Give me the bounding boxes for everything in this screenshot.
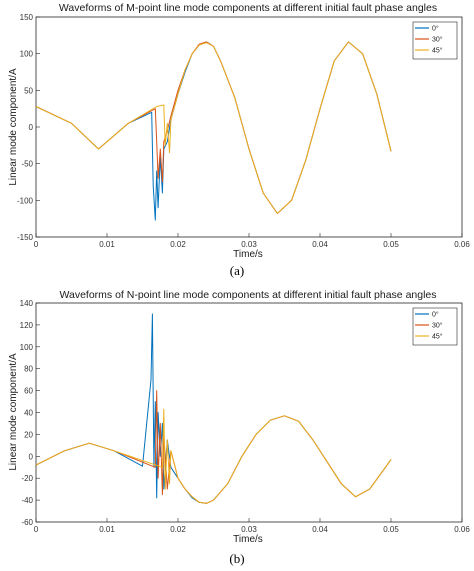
legend-label: 0° [432, 25, 439, 33]
x-axis-ticks: 0 0.01 0.02 0.03 0.04 0.05 0.06 [34, 233, 470, 249]
y-tick-label: -60 [21, 518, 33, 527]
legend-label: 45° [432, 333, 443, 341]
x-tick-label: 0.02 [170, 525, 186, 534]
y-tick-label: 0 [29, 452, 34, 461]
x-tick-label: 0.02 [170, 240, 186, 249]
y-tick-label: -40 [21, 496, 33, 505]
y-tick-label: -150 [17, 233, 34, 242]
x-tick-label: 0.06 [454, 240, 470, 249]
legend-label: 0° [432, 311, 439, 319]
plot-area [35, 16, 463, 238]
legend-entries: 0° 30° 45° [415, 25, 443, 55]
y-tick-label: 140 [20, 299, 34, 308]
chart-panel-a: Waveforms of M-point line mode component… [8, 2, 470, 278]
chart-title: Waveforms of N-point line mode component… [59, 289, 436, 301]
figure-caption: (b) [229, 551, 244, 566]
x-axis-label: Time/s [233, 534, 263, 545]
x-tick-label: 0.04 [312, 240, 328, 249]
plot-area [35, 302, 463, 523]
series-lines [35, 313, 392, 504]
x-tick-label: 0.05 [383, 240, 399, 249]
legend-label: 30° [432, 36, 443, 44]
y-tick-label: 80 [24, 365, 33, 374]
y-tick-label: -100 [17, 196, 34, 205]
y-axis-ticks: 150 100 50 0 -50 -100 -150 [17, 13, 40, 242]
chart-panel-b: Waveforms of N-point line mode component… [8, 289, 470, 566]
x-tick-label: 0.05 [383, 525, 399, 534]
y-axis-label: Linear mode component/A [8, 68, 19, 186]
chart-title: Waveforms of M-point line mode component… [59, 2, 437, 14]
y-tick-label: 150 [20, 13, 34, 22]
legend: 0° 30° 45° [412, 307, 458, 346]
figure-caption: (a) [230, 263, 244, 278]
series-lines [35, 41, 392, 221]
x-tick-label: 0.03 [241, 525, 257, 534]
x-tick-label: 0.04 [312, 525, 328, 534]
y-axis-ticks: 140 120 100 80 60 40 20 0 -20 -40 -60 [20, 299, 40, 527]
y-tick-label: 120 [20, 321, 34, 330]
series-line-2 [35, 41, 392, 214]
y-axis-label: Linear mode component/A [8, 353, 19, 471]
y-tick-label: 40 [24, 409, 33, 418]
x-tick-label: 0.03 [241, 240, 257, 249]
y-tick-label: 20 [24, 430, 33, 439]
x-tick-label: 0 [34, 525, 39, 534]
x-tick-label: 0.06 [454, 525, 470, 534]
x-tick-label: 0.01 [99, 240, 115, 249]
y-tick-label: -50 [21, 160, 33, 169]
x-axis-ticks: 0 0.01 0.02 0.03 0.04 0.05 0.06 [34, 518, 470, 534]
y-tick-label: 0 [29, 123, 34, 132]
y-tick-label: -20 [21, 474, 33, 483]
y-tick-label: 50 [24, 86, 33, 95]
legend-entries: 0° 30° 45° [415, 311, 443, 341]
legend-label: 45° [432, 47, 443, 55]
y-tick-label: 100 [20, 343, 34, 352]
legend: 0° 30° 45° [412, 21, 458, 60]
y-tick-label: 60 [24, 387, 33, 396]
legend-label: 30° [432, 322, 443, 330]
x-tick-label: 0.01 [99, 525, 115, 534]
series-line-2 [35, 408, 392, 504]
y-tick-label: 100 [20, 50, 34, 59]
x-tick-label: 0 [34, 240, 39, 249]
x-axis-label: Time/s [233, 249, 263, 260]
